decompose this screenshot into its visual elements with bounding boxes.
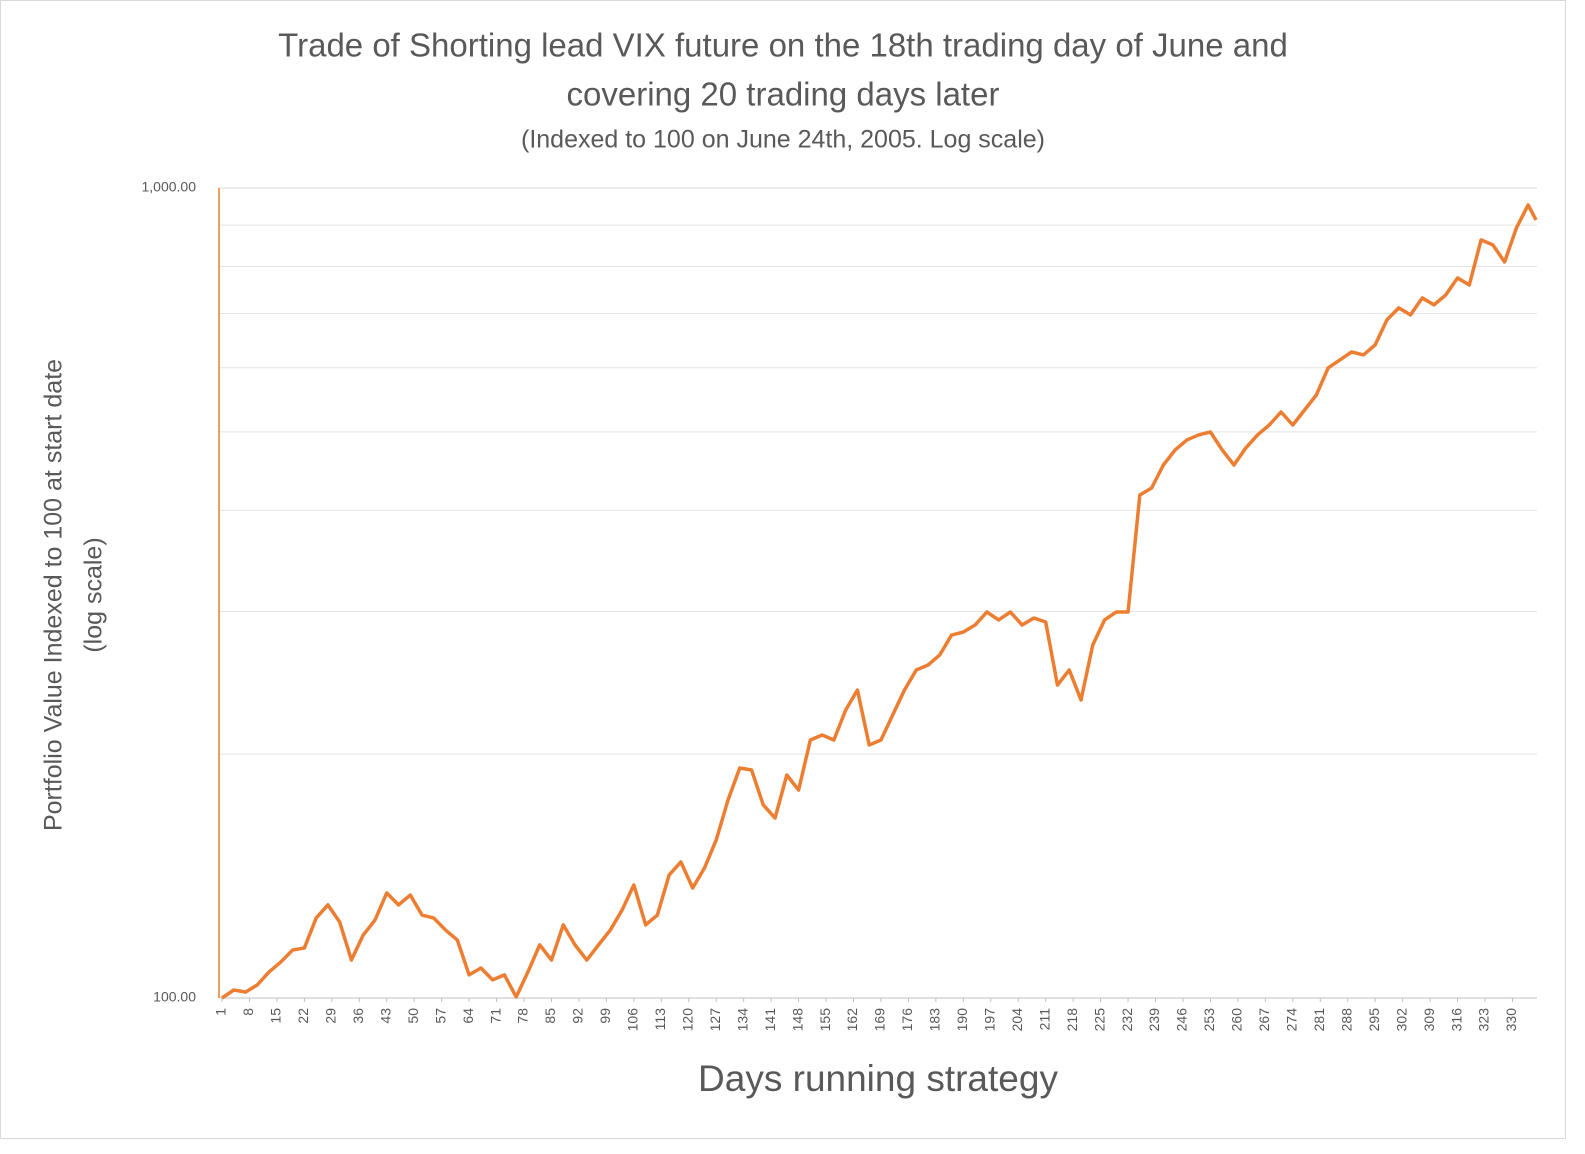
x-tick-label: 162 bbox=[844, 1008, 860, 1032]
x-tick-label: 274 bbox=[1284, 1008, 1300, 1032]
x-tick-label: 239 bbox=[1146, 1008, 1162, 1032]
chart-border bbox=[0, 0, 1566, 1139]
x-tick-label: 141 bbox=[762, 1008, 778, 1032]
y-tick-label: 1,000.00 bbox=[142, 179, 197, 195]
x-tick-label: 106 bbox=[625, 1008, 641, 1032]
y-axis-label: Portfolio Value Indexed to 100 at start … bbox=[40, 359, 68, 831]
x-tick-label: 260 bbox=[1229, 1008, 1245, 1032]
x-tick-label: 85 bbox=[542, 1008, 558, 1024]
x-tick-label: 113 bbox=[652, 1008, 668, 1031]
chart-title-line: Trade of Shorting lead VIX future on the… bbox=[278, 27, 1288, 64]
x-tick-label: 253 bbox=[1201, 1008, 1217, 1032]
y-tick-label: 100.00 bbox=[153, 989, 196, 1005]
x-tick-label: 288 bbox=[1338, 1008, 1354, 1032]
x-tick-label: 127 bbox=[707, 1008, 723, 1032]
x-tick-label: 204 bbox=[1009, 1008, 1025, 1032]
x-tick-label: 1 bbox=[213, 1008, 229, 1016]
x-tick-label: 50 bbox=[405, 1008, 421, 1024]
x-tick-label: 99 bbox=[597, 1008, 613, 1024]
x-tick-label: 246 bbox=[1174, 1008, 1190, 1032]
x-tick-label: 29 bbox=[323, 1008, 339, 1024]
data-line bbox=[221, 203, 1538, 1000]
x-tick-label: 183 bbox=[927, 1008, 943, 1032]
x-tick-label: 295 bbox=[1366, 1008, 1382, 1032]
x-tick-label: 323 bbox=[1476, 1008, 1492, 1032]
x-tick-label: 22 bbox=[295, 1008, 311, 1024]
x-tick-label: 8 bbox=[240, 1008, 256, 1016]
x-tick-label: 232 bbox=[1119, 1008, 1135, 1032]
x-tick-label: 64 bbox=[460, 1008, 476, 1024]
x-tick-label: 169 bbox=[872, 1008, 888, 1032]
x-tick-label: 15 bbox=[268, 1008, 284, 1024]
x-tick-label: 148 bbox=[789, 1008, 805, 1032]
x-axis-label: Days running strategy bbox=[698, 1058, 1058, 1099]
x-tick-label: 57 bbox=[432, 1008, 448, 1024]
x-tick-label: 281 bbox=[1311, 1008, 1327, 1032]
x-tick-label: 309 bbox=[1421, 1008, 1437, 1032]
x-tick-label: 155 bbox=[817, 1008, 833, 1032]
x-tick-label: 211 bbox=[1036, 1008, 1052, 1031]
x-tick-label: 120 bbox=[679, 1008, 695, 1032]
x-tick-label: 176 bbox=[899, 1008, 915, 1032]
x-tick-label: 71 bbox=[487, 1008, 503, 1024]
x-tick-label: 316 bbox=[1448, 1008, 1464, 1032]
x-tick-label: 330 bbox=[1503, 1008, 1519, 1032]
chart-title-line: covering 20 trading days later bbox=[567, 76, 1000, 113]
x-tick-label: 43 bbox=[377, 1008, 393, 1024]
x-tick-label: 78 bbox=[515, 1008, 531, 1024]
x-tick-label: 190 bbox=[954, 1008, 970, 1032]
x-tick-label: 134 bbox=[734, 1008, 750, 1032]
x-tick-label: 197 bbox=[981, 1008, 997, 1032]
chart-subtitle: (Indexed to 100 on June 24th, 2005. Log … bbox=[521, 126, 1045, 154]
y-axis-label: (log scale) bbox=[80, 537, 108, 652]
x-tick-label: 302 bbox=[1393, 1008, 1409, 1032]
x-tick-label: 267 bbox=[1256, 1008, 1272, 1032]
x-tick-label: 225 bbox=[1091, 1008, 1107, 1032]
x-tick-label: 92 bbox=[570, 1008, 586, 1024]
x-tick-label: 36 bbox=[350, 1008, 366, 1024]
x-tick-label: 218 bbox=[1064, 1008, 1080, 1032]
